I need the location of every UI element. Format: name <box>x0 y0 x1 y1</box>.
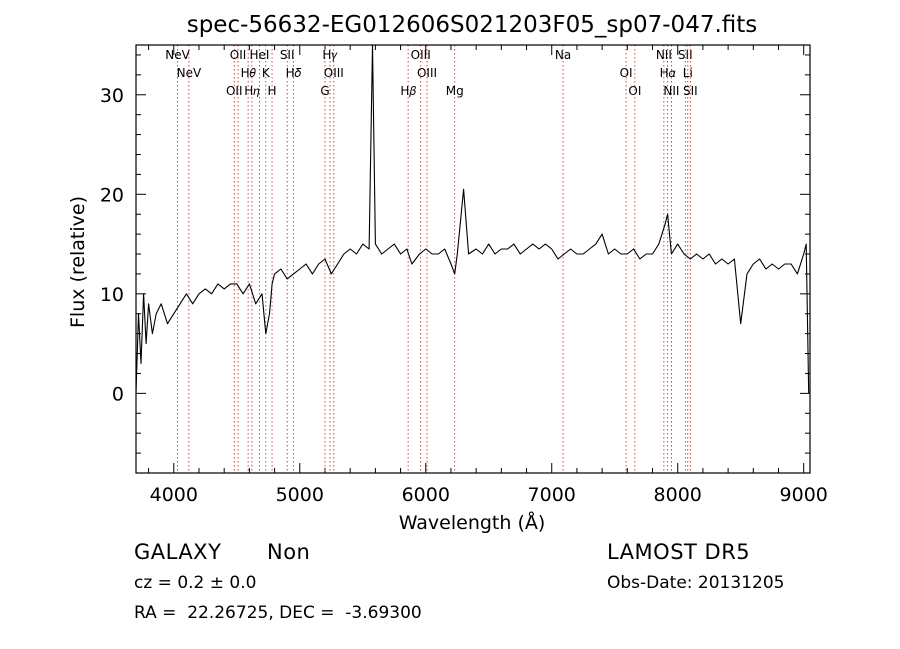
spectral-line-label: H𝜂 <box>244 84 260 98</box>
spectral-line-label: K <box>262 66 271 80</box>
y-tick-label: 10 <box>100 284 124 306</box>
spectral-line-label: H𝛾 <box>322 48 338 62</box>
x-tick-label: 4000 <box>150 484 198 506</box>
plot-frame <box>135 44 811 474</box>
coordinates-readout: RA = 22.26725, DEC = -3.69300 <box>134 603 422 623</box>
spectrum-series-line <box>135 44 810 394</box>
spectral-line-label: Mg <box>446 84 464 98</box>
y-tick-label: 0 <box>112 383 124 405</box>
spectral-line-label: NII <box>656 48 672 62</box>
chart-title: spec-56632-EG012606S021203F05_sp07-047.f… <box>187 12 758 38</box>
spectral-line-label: OI <box>628 84 641 98</box>
spectral-line-label: NII <box>663 84 679 98</box>
spectral-line-label: OIII <box>411 48 431 62</box>
object-class-label: GALAXY <box>134 540 222 564</box>
spectral-line-label: SII <box>280 48 295 62</box>
spectral-line-label: H𝛿 <box>286 66 302 80</box>
y-tick-label: 30 <box>100 85 124 107</box>
spectral-line-label: OIII <box>417 66 437 80</box>
spectral-line-label: H <box>268 84 277 98</box>
x-tick-label: 7000 <box>528 484 576 506</box>
spectral-line-label: OIII <box>324 66 344 80</box>
spectral-line-label: SII <box>678 48 693 62</box>
x-tick-label: 9000 <box>780 484 828 506</box>
spectral-line-label: Na <box>555 48 571 62</box>
spectral-line-label: OI <box>620 66 633 80</box>
x-tick-label: 5000 <box>276 484 324 506</box>
x-tick-label: 8000 <box>654 484 702 506</box>
spectral-line-label: NeV <box>177 66 202 80</box>
spectral-line-label: H𝛼 <box>660 66 676 80</box>
y-axis-label: Flux (relative) <box>67 196 89 328</box>
object-subclass-label: Non <box>267 540 311 564</box>
spectral-line-label: H𝛽 <box>400 84 416 98</box>
spectral-line-label: NeV <box>165 48 190 62</box>
plot-area: 4000 5000 6000 7000 8000 9000 0 10 20 30 NeV NeV OII… <box>100 44 828 506</box>
obs-date-readout: Obs-Date: 20131205 <box>607 573 785 593</box>
redshift-readout: cz = 0.2 ± 0.0 <box>134 573 257 593</box>
x-axis-label: Wavelength (Å) <box>399 511 546 534</box>
spectral-line-label: G <box>320 84 329 98</box>
spectral-line-label: OII <box>230 48 247 62</box>
spectral-line-label: Li <box>683 66 693 80</box>
spectral-line-label: OII <box>226 84 243 98</box>
spectral-line-label: H𝜃 <box>241 66 256 80</box>
y-tick-label: 20 <box>100 184 124 206</box>
survey-label: LAMOST DR5 <box>607 540 751 564</box>
spectral-line-label: HeI <box>249 48 269 62</box>
spectral-line-label: SII <box>683 84 698 98</box>
x-tick-label: 6000 <box>402 484 450 506</box>
